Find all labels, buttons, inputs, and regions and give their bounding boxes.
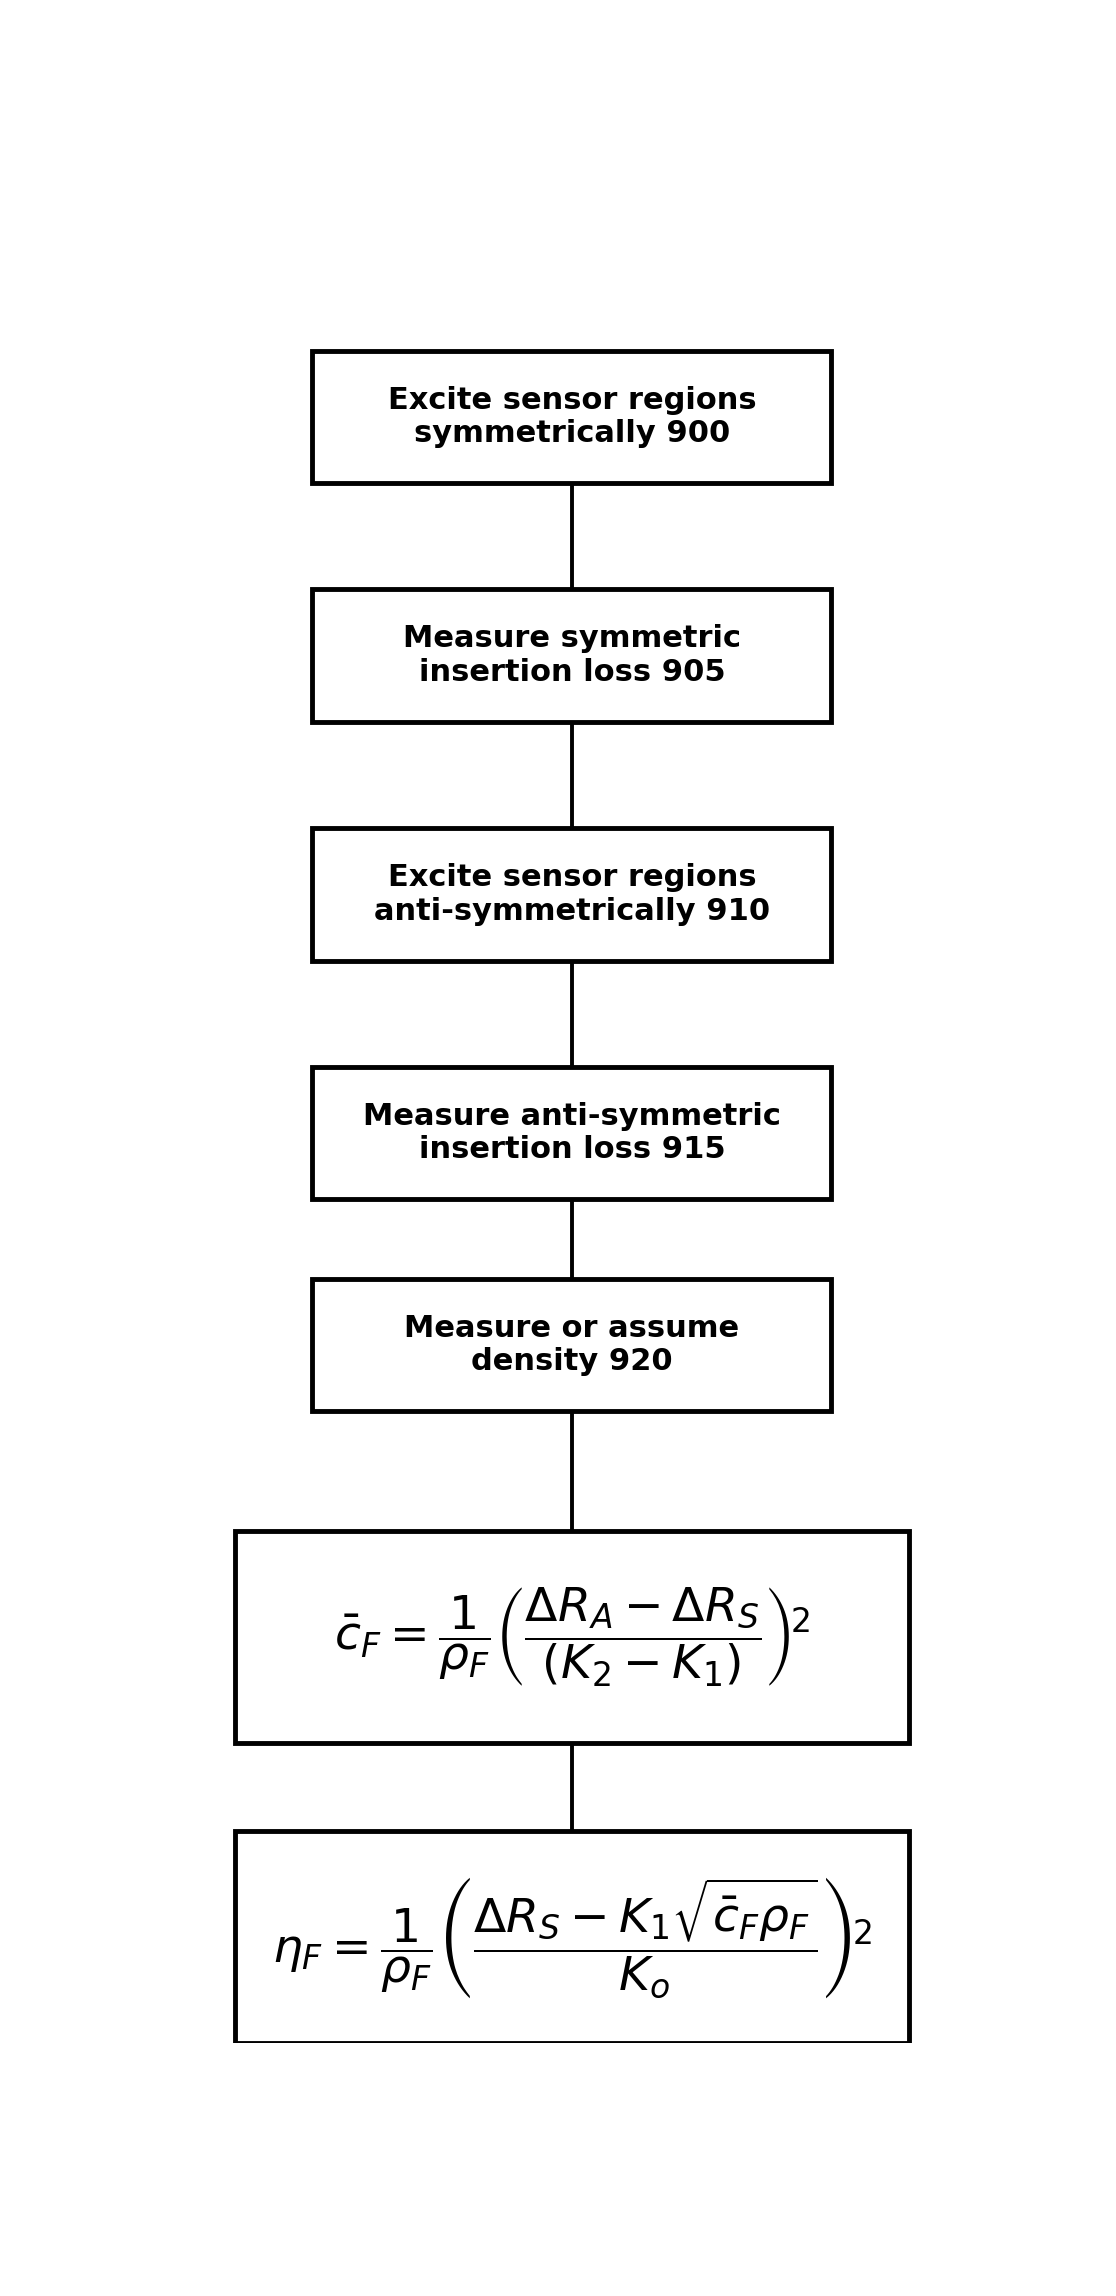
Text: $\bar{c}_F = \dfrac{1}{\rho_F}\left(\dfrac{\Delta R_A - \Delta R_S}{(K_2 - K_1)}: $\bar{c}_F = \dfrac{1}{\rho_F}\left(\dfr… xyxy=(334,1584,810,1688)
Text: Measure symmetric
insertion loss 905: Measure symmetric insertion loss 905 xyxy=(403,625,741,687)
FancyBboxPatch shape xyxy=(312,829,831,960)
FancyBboxPatch shape xyxy=(234,1531,910,1743)
Text: $\eta_F = \dfrac{1}{\rho_F}\left(\dfrac{\Delta R_S - K_1\sqrt{\bar{c}_F \rho_F}}: $\eta_F = \dfrac{1}{\rho_F}\left(\dfrac{… xyxy=(271,1876,873,2000)
FancyBboxPatch shape xyxy=(312,351,831,482)
Text: Excite sensor regions
anti-symmetrically 910: Excite sensor regions anti-symmetrically… xyxy=(374,863,770,925)
Text: Measure anti-symmetric
insertion loss 915: Measure anti-symmetric insertion loss 91… xyxy=(363,1102,781,1164)
FancyBboxPatch shape xyxy=(234,1832,910,2043)
Text: Measure or assume
density 920: Measure or assume density 920 xyxy=(404,1313,740,1375)
FancyBboxPatch shape xyxy=(312,1279,831,1412)
FancyBboxPatch shape xyxy=(312,1068,831,1199)
FancyBboxPatch shape xyxy=(312,590,831,721)
Text: Excite sensor regions
symmetrically 900: Excite sensor regions symmetrically 900 xyxy=(387,386,757,448)
